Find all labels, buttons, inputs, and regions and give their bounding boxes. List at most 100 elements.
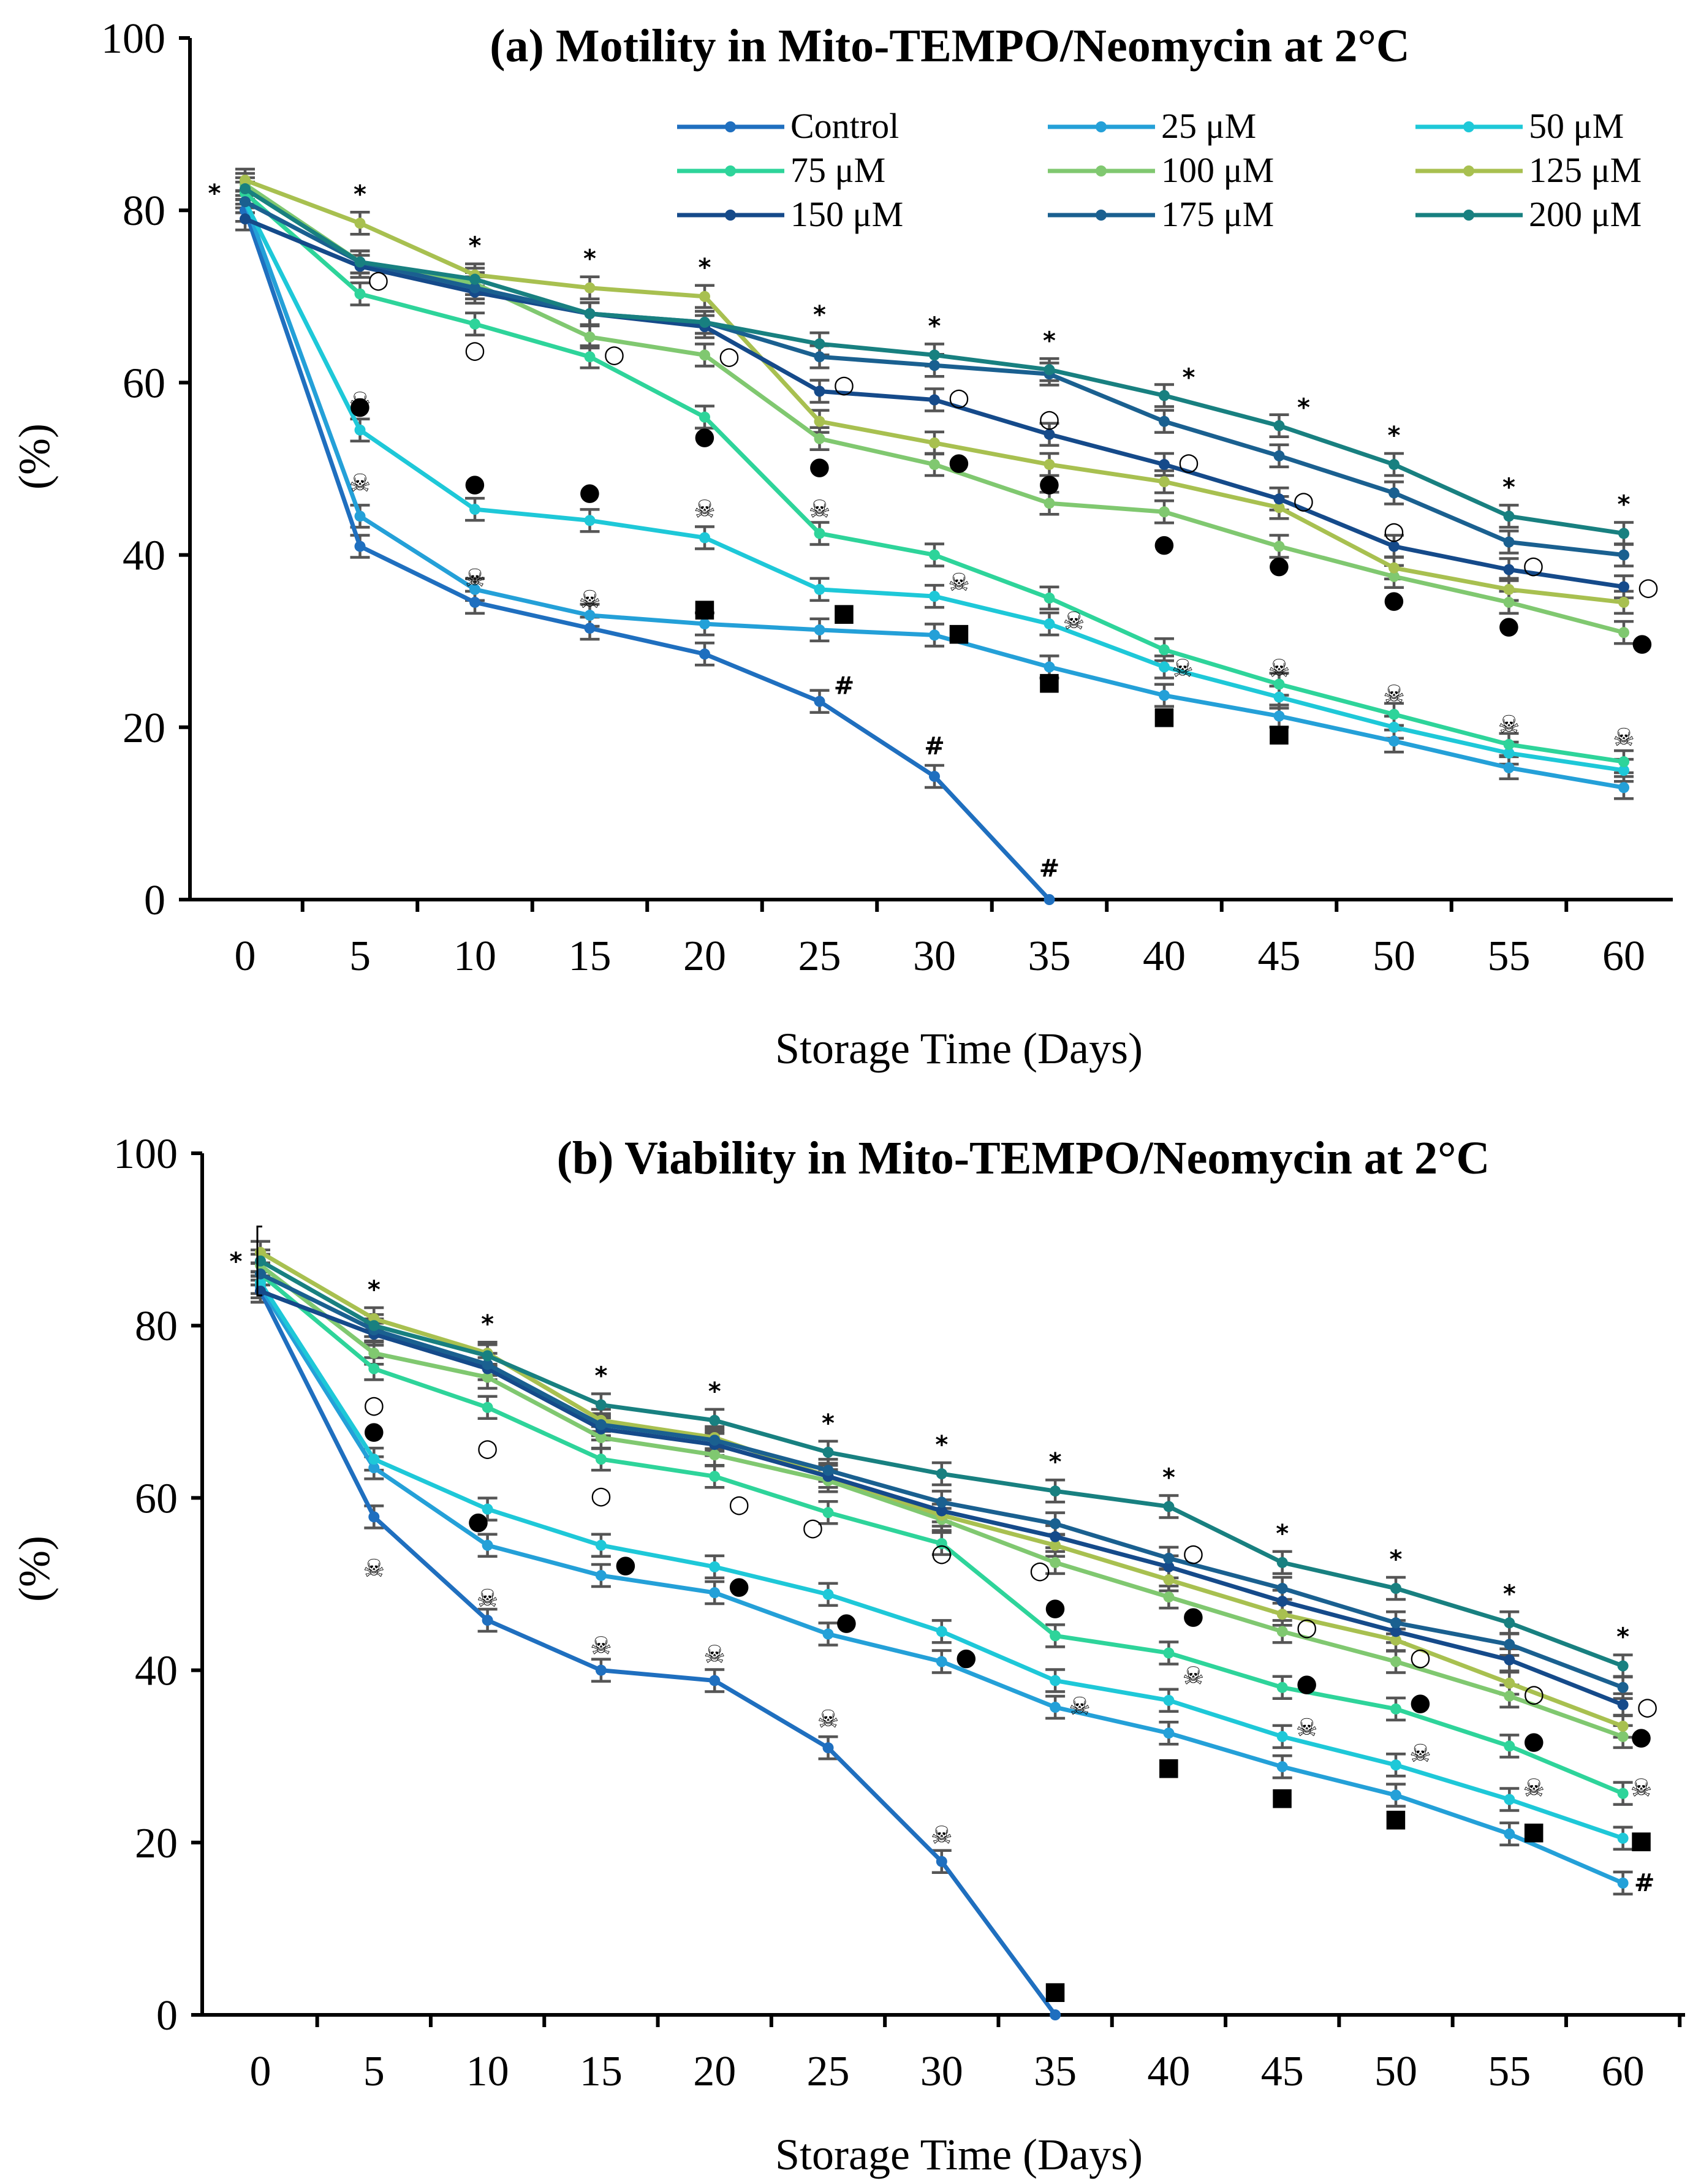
chart-2-data-point-50-m <box>595 1539 607 1551</box>
chart-2-data-point-175-m <box>1504 1639 1515 1650</box>
chart-1-data-point-175-m <box>1273 450 1285 461</box>
chart-2-significance-mark: * <box>1049 1448 1062 1476</box>
chart-1-x-tick-label: 15 <box>569 933 612 980</box>
chart-1-data-point-100-m <box>1618 627 1629 639</box>
chart-1-significance-mark: ● <box>464 469 486 498</box>
chart-2-data-point-125-m <box>1504 1677 1515 1689</box>
chart-2-data-point-25-m <box>1504 1828 1515 1840</box>
panel-b-viability-chart: (b) Viability in Mito-TEMPO/Neomycin at … <box>10 1131 1685 2179</box>
chart-1-significance-mark: * <box>1043 327 1056 355</box>
chart-1-significance-mark: ☠ <box>349 469 371 498</box>
chart-2-data-point-175-m <box>482 1359 493 1370</box>
chart-2-significance-mark: ■ <box>1044 1977 1067 2005</box>
chart-1-significance-mark: ☠ <box>809 495 831 523</box>
chart-2-significance-mark: ● <box>1523 1727 1545 1755</box>
chart-2-significance-mark: ○ <box>477 1434 498 1462</box>
chart-1-series-line-175-m <box>244 200 1624 558</box>
chart-2-data-point-75-m <box>936 1538 947 1549</box>
chart-2-significance-mark: * <box>1390 1545 1403 1574</box>
chart-2-bracket <box>256 1226 262 1297</box>
chart-1-data-point-125-m <box>1503 583 1515 595</box>
chart-1-data-point-100-m <box>584 331 596 343</box>
chart-2-significance-mark: ○ <box>590 1481 612 1509</box>
chart-2-data-point-25-m <box>1617 1877 1629 1889</box>
chart-2-data-point-100-m <box>482 1371 493 1383</box>
chart-a-title: (a) Motility in Mito-TEMPO/Neomycin at 2… <box>490 20 1410 72</box>
chart-2-data-point-75-m <box>1050 1630 1061 1642</box>
chart-2-data-point-50-m <box>822 1588 834 1600</box>
chart-2-data-point-175-m <box>1617 1682 1629 1693</box>
chart-1-x-tick-label: 60 <box>1602 933 1645 980</box>
chart-1-data-point-175-m <box>814 351 825 363</box>
legend-marker-175-m <box>1096 210 1107 221</box>
chart-2-x-tick-label: 25 <box>807 2048 850 2095</box>
chart-2-significance-mark: ○ <box>1523 1680 1545 1708</box>
chart-2-data-point-50-m <box>1050 1675 1061 1686</box>
chart-2-data-point-150-m <box>1050 1531 1061 1542</box>
chart-1-data-point-75-m <box>1388 708 1400 720</box>
chart-1-data-point-25-m <box>814 624 825 635</box>
chart-b-xlabel: Storage Time (Days) <box>775 2130 1143 2179</box>
chart-2-data-point-25-m <box>822 1628 834 1640</box>
chart-1-significance-mark: * <box>699 254 711 282</box>
chart-1-significance-mark: ■ <box>693 594 716 623</box>
chart-1-data-point-25-m <box>1273 710 1285 722</box>
chart-2-significance-mark: * <box>230 1248 243 1276</box>
chart-1-data-point-75-m <box>929 549 940 561</box>
chart-2-data-point-200-m <box>368 1320 380 1332</box>
chart-1-significance-mark: ● <box>1384 586 1405 614</box>
chart-1-data-point-125-m <box>1388 562 1400 574</box>
chart-1-data-point-25-m <box>699 618 710 630</box>
chart-2-data-point-75-m <box>368 1363 380 1374</box>
chart-1-data-point-175-m <box>469 282 480 294</box>
chart-1-significance-mark: * <box>1183 363 1195 392</box>
chart-2-significance-mark: ● <box>615 1550 636 1579</box>
chart-1-significance-mark: ☠ <box>464 564 486 593</box>
chart-a-axes: 0 20 40 60 80 100 0 5 10 15 20 25 30 35 40 45 50 55 60 <box>101 15 1673 980</box>
chart-2-data-point-control <box>368 1511 380 1523</box>
chart-1-y-tick-label: 20 <box>123 705 165 752</box>
chart-1-significance-mark: * <box>354 180 366 208</box>
chart-2-significance-mark: ☠ <box>817 1705 839 1734</box>
chart-1-significance-mark: * <box>928 312 941 340</box>
chart-2-data-point-75-m <box>595 1454 607 1465</box>
chart-2-data-point-150-m <box>1390 1626 1401 1637</box>
chart-1-significance-mark: ● <box>1154 530 1175 558</box>
chart-1-data-point-control <box>814 696 825 707</box>
chart-1-significance-mark: ☠ <box>579 586 601 614</box>
panel-a-motility-chart: (a) Motility in Mito-TEMPO/Neomycin at 2… <box>10 15 1673 1073</box>
chart-1-data-point-125-m <box>1044 458 1055 470</box>
chart-2-y-tick-label: 100 <box>113 1131 178 1178</box>
chart-2-data-point-75-m <box>482 1401 493 1413</box>
chart-1-data-point-25-m <box>584 610 596 621</box>
chart-1-data-point-200-m <box>584 308 596 319</box>
chart-1-significance-mark: ● <box>809 452 830 480</box>
chart-1-significance-mark: ■ <box>833 599 856 627</box>
chart-2-significance-mark: ○ <box>802 1513 824 1541</box>
chart-1-x-tick-label: 20 <box>683 933 726 980</box>
chart-1-x-tick-label: 5 <box>349 933 371 980</box>
chart-2-data-point-25-m <box>595 1569 607 1581</box>
chart-1-y-tick-label: 60 <box>123 360 165 407</box>
chart-1-data-point-125-m <box>929 437 940 449</box>
chart-1-significance-mark: ● <box>579 478 600 506</box>
chart-1-significance-mark: ○ <box>1178 448 1200 476</box>
chart-2-data-point-100-m <box>1504 1690 1515 1702</box>
chart-2-data-point-50-m <box>709 1561 721 1572</box>
chart-1-significance-mark: ☠ <box>1172 654 1194 683</box>
chart-2-data-point-200-m <box>822 1446 834 1458</box>
chart-1-data-point-200-m <box>469 273 480 285</box>
chart-2-data-point-50-m <box>1390 1759 1401 1771</box>
chart-1-data-point-50-m <box>814 583 825 595</box>
chart-1-data-point-100-m <box>699 349 710 361</box>
chart-2-data-point-150-m <box>1276 1596 1288 1607</box>
chart-2-data-point-125-m <box>1617 1720 1629 1732</box>
chart-1-data-point-75-m <box>1273 678 1285 690</box>
chart-2-significance-mark: ■ <box>1522 1818 1545 1846</box>
chart-1-data-point-125-m <box>1273 502 1285 514</box>
chart-1-significance-mark: ■ <box>947 618 971 646</box>
legend-label-control: Control <box>790 106 899 146</box>
chart-2-data-point-150-m <box>936 1505 947 1517</box>
chart-2-data-point-125-m <box>1163 1574 1175 1585</box>
chart-1-significance-mark: # <box>924 732 945 760</box>
